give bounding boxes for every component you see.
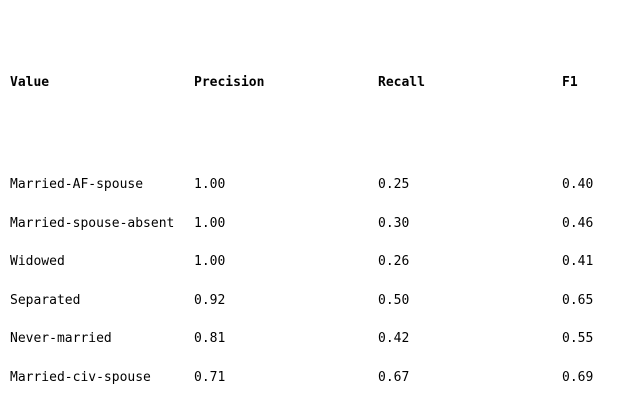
cell-precision: 1.00 — [194, 254, 226, 270]
cell-value: Separated — [10, 292, 81, 308]
cell-precision: 1.00 — [194, 177, 226, 193]
header-f1: F1 — [562, 75, 578, 90]
cell-f1: 0.41 — [562, 254, 594, 270]
table-row: Separated 0.92 0.50 0.65 — [0, 282, 634, 321]
cell-value: Married-spouse-absent — [10, 215, 175, 231]
cell-recall: 0.26 — [378, 254, 410, 270]
cell-f1: 0.65 — [562, 292, 594, 308]
cell-value: Married-AF-spouse — [10, 177, 144, 193]
cell-precision: 0.92 — [194, 292, 226, 308]
cell-precision: 0.81 — [194, 331, 226, 347]
cell-f1: 0.40 — [562, 177, 594, 193]
table-row: Widowed 1.00 0.26 0.41 — [0, 243, 634, 282]
cell-recall: 0.30 — [378, 215, 410, 231]
cell-precision: 0.71 — [194, 369, 226, 385]
cell-f1: 0.46 — [562, 215, 594, 231]
cell-f1: 0.69 — [562, 369, 594, 385]
table-row: Married-spouse-absent 1.00 0.30 0.46 — [0, 205, 634, 244]
table-row: Married-AF-spouse 1.00 0.25 0.40 — [0, 166, 634, 205]
cell-recall: 0.50 — [378, 292, 410, 308]
table-row: Never-married 0.81 0.42 0.55 — [0, 320, 634, 359]
cell-value: Married-civ-spouse — [10, 369, 151, 385]
cell-f1: 0.55 — [562, 331, 594, 347]
table-row: Married-civ-spouse 0.71 0.67 0.69 — [0, 359, 634, 398]
cell-value: Divorced — [0, 397, 184, 408]
cell-precision: 0.75 — [184, 397, 368, 408]
cell-value: Widowed — [10, 254, 65, 270]
cell-recall: 0.25 — [378, 177, 410, 193]
cell-f1: 0.46 — [552, 397, 634, 408]
table-header-row: Value Precision Recall F1 — [0, 0, 634, 166]
cell-recall: 0.67 — [378, 369, 410, 385]
cell-value: Never-married — [10, 331, 112, 347]
header-value: Value — [10, 75, 50, 90]
cell-precision: 1.00 — [194, 215, 226, 231]
header-precision: Precision — [194, 75, 265, 90]
cell-recall: 0.42 — [378, 331, 410, 347]
cell-recall: 0.33 — [368, 397, 552, 408]
table-row: Divorced 0.75 0.33 0.46 — [0, 397, 634, 408]
header-recall: Recall — [378, 75, 425, 90]
